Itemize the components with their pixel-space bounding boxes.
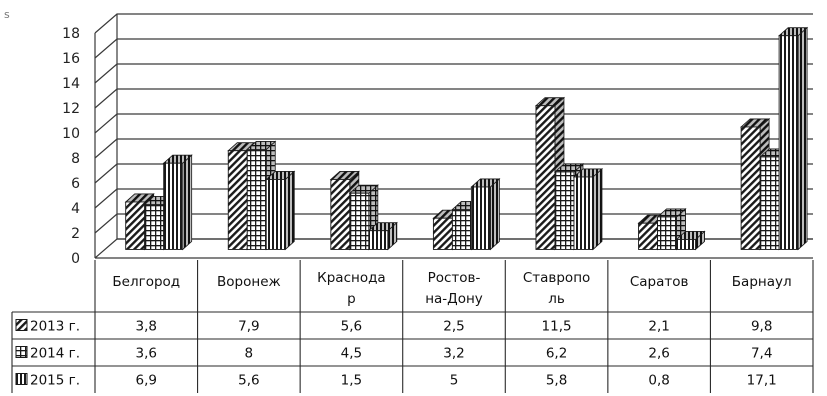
y-tick-label: 10: [62, 126, 80, 142]
bar-front-face: [144, 203, 165, 250]
bar-front-face: [265, 178, 286, 250]
bar-front-face: [759, 156, 780, 250]
data-table: Белгород Воронеж Краснода р Ростов-на-Дону Ст…: [11, 260, 814, 393]
y-tick-label: 18: [62, 26, 80, 42]
bar-side-face: [592, 168, 603, 251]
bar-front-face: [573, 176, 594, 250]
y-tick-label: 4: [71, 201, 80, 217]
bar-front-face: [535, 105, 556, 250]
bar-2015-6: [778, 26, 809, 251]
bar-2015-5: [675, 230, 706, 251]
data-label: 6,2: [546, 346, 567, 362]
legend-label: 2014 г.: [30, 346, 80, 362]
bar-front-face: [470, 186, 491, 250]
bar-front-face: [638, 222, 658, 250]
y-tick-label: 6: [71, 176, 80, 192]
gridline: [94, 38, 813, 59]
y-tick-label: 14: [62, 76, 80, 92]
data-label: 5: [450, 373, 459, 389]
data-label: 6,9: [136, 373, 157, 389]
data-label: 3,8: [136, 319, 157, 335]
y-tick-label: 8: [71, 151, 80, 167]
data-label: 3,6: [136, 346, 157, 362]
gridline: [94, 163, 813, 184]
data-label: 5,6: [341, 319, 362, 335]
data-label: 7,4: [751, 346, 772, 362]
data-label: 17,1: [747, 373, 777, 389]
data-label: 9,8: [751, 319, 772, 335]
bar-2015-0: [162, 154, 193, 251]
bar-2015-2: [367, 221, 398, 251]
bar-front-face: [246, 148, 267, 250]
y-tick-label: 0: [71, 251, 80, 267]
data-label: 1,5: [341, 373, 362, 389]
bar-front-face: [451, 208, 472, 250]
data-label: 5,6: [238, 373, 259, 389]
legend-key-2013: [15, 319, 28, 331]
legend-label: 2013 г.: [30, 319, 80, 335]
bar-2015-3: [470, 178, 501, 251]
bar-front-face: [676, 238, 696, 250]
bars: [124, 26, 809, 251]
data-label: 11,5: [542, 319, 572, 335]
data-label: 8: [245, 346, 254, 362]
bar-side-face: [489, 178, 500, 251]
category-label: Саратов: [630, 274, 689, 290]
data-label: 5,8: [546, 373, 567, 389]
gridlines: [94, 13, 813, 259]
y-axis-ticks: 0 2 4 6 8 10 12 14 16 18: [62, 26, 80, 267]
category-label: Воронеж: [217, 274, 281, 290]
corner-mark: s: [4, 8, 10, 21]
bar-side-face: [182, 154, 193, 251]
data-label: 2,5: [443, 319, 464, 335]
category-label: Ростов-на-Дону: [425, 270, 483, 307]
data-label: 0,8: [648, 373, 669, 389]
data-label: 7,9: [238, 319, 259, 335]
bar-front-face: [125, 201, 146, 250]
bar-2015-4: [572, 168, 604, 251]
category-label: Барнаул: [732, 274, 792, 290]
gridline: [94, 138, 813, 159]
bar-front-face: [368, 230, 389, 250]
bar-2015-1: [265, 170, 296, 251]
category-label: Ставропо ль: [523, 270, 590, 307]
bar-front-face: [778, 35, 799, 250]
gridline: [94, 63, 813, 84]
y-tick-label: 16: [62, 51, 80, 67]
data-label: 2,1: [648, 319, 669, 335]
bar-front-face: [554, 171, 575, 250]
bar-front-face: [740, 126, 761, 250]
gridline: [94, 113, 813, 134]
legend-key-2015: [15, 373, 28, 385]
bar-side-face: [284, 170, 295, 251]
bar-front-face: [163, 162, 184, 250]
bar-front-face: [349, 192, 370, 250]
bar-front-face: [657, 216, 677, 250]
data-label: 2,6: [648, 346, 669, 362]
data-label: 3,2: [443, 346, 464, 362]
gridline: [94, 88, 813, 109]
gridline: [94, 188, 813, 209]
y-tick-label: 2: [71, 226, 80, 242]
bar-front-face: [432, 217, 453, 250]
bar-front-face: [330, 178, 351, 250]
category-label: Краснода р: [317, 270, 386, 307]
category-label: Белгород: [112, 274, 180, 290]
bar-front-face: [227, 150, 248, 250]
y-tick-label: 12: [62, 101, 80, 117]
legend-key-2014: [15, 346, 28, 358]
bar-side-face: [797, 26, 808, 251]
data-label: 4,5: [341, 346, 362, 362]
legend-label: 2015 г.: [30, 373, 80, 389]
gridline: [94, 13, 813, 34]
